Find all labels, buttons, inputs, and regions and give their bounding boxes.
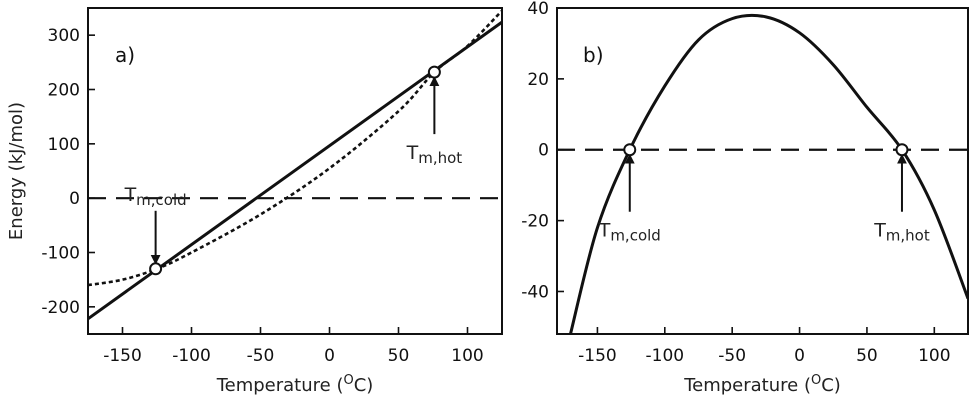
y-tick-label: 0 (69, 189, 80, 209)
intersection-marker (149, 262, 163, 276)
y-tick-label: -100 (41, 244, 80, 264)
y-tick-label: 40 (527, 0, 549, 19)
x-tick-label: 0 (794, 346, 805, 366)
series-group (557, 13, 968, 334)
annotation-label-main: T (873, 220, 886, 242)
annotation-label-main: T (598, 220, 611, 242)
y-tick-label: -200 (41, 298, 80, 318)
annotation-label-main: T (406, 142, 419, 164)
x-axis-title-main: Temperature ( (216, 375, 344, 396)
y-tick-label: 200 (48, 81, 80, 101)
x-tick-label: -100 (172, 346, 211, 366)
x-axis-title-unit: C) (354, 375, 374, 396)
intersection-marker (427, 65, 441, 79)
x-tick-label: 0 (324, 346, 335, 366)
x-axis-title: Temperature (OC) (216, 373, 374, 396)
x-axis-title-unit: C) (821, 375, 841, 396)
x-tick-label: 100 (451, 346, 483, 366)
series-dotted-line (88, 9, 502, 287)
intersection-marker (895, 143, 909, 157)
panel-b-difference-chart: -150 -100 -50 0 50 100 -40 -20 0 20 40 Temperature … (521, 0, 969, 396)
annotation-label-sub: m,cold (610, 227, 661, 245)
y-tick-label: 100 (48, 135, 80, 155)
annotation-label: Tm,hot (873, 220, 930, 245)
x-tick-label: 50 (856, 346, 878, 366)
panel-label: b) (583, 43, 604, 67)
y-tick-label: 20 (527, 70, 549, 90)
annotation-label-main: T (124, 184, 137, 206)
x-tick-label: 100 (918, 346, 950, 366)
annotation-label-sub: m,hot (886, 227, 930, 245)
x-axis-title: Temperature (OC) (683, 373, 841, 396)
x-tick-label: -50 (718, 346, 746, 366)
panel-label: a) (115, 43, 135, 67)
annotation-label-sub: m,cold (136, 191, 187, 209)
annotation-label: Tm,hot (406, 142, 463, 167)
x-axis-title-degree: O (343, 373, 353, 388)
plot-frame (556, 7, 969, 335)
annotation-label-sub: m,hot (418, 149, 462, 167)
y-tick-label: -40 (521, 282, 549, 302)
y-axis-title: Energy (kJ/mol) (6, 102, 27, 240)
x-tick-label: -150 (578, 346, 617, 366)
annotation-label: Tm,cold (124, 184, 187, 209)
annotation-label: Tm,cold (598, 220, 661, 245)
plot-frame (87, 7, 503, 335)
x-tick-label: -100 (646, 346, 685, 366)
x-tick-label: -50 (247, 346, 275, 366)
y-tick-label: 0 (538, 141, 549, 161)
intersection-marker (623, 143, 637, 157)
x-tick-label: -150 (103, 346, 142, 366)
panel-a-energy-chart: -150 -100 -50 0 50 100 -200 -100 0 100 200 300 Tempe… (6, 7, 503, 396)
x-axis-title-degree: O (811, 373, 821, 388)
y-tick-label: -20 (521, 212, 549, 232)
x-axis-title-main: Temperature ( (683, 375, 811, 396)
x-tick-label: 50 (388, 346, 410, 366)
y-tick-label: 300 (48, 26, 80, 46)
